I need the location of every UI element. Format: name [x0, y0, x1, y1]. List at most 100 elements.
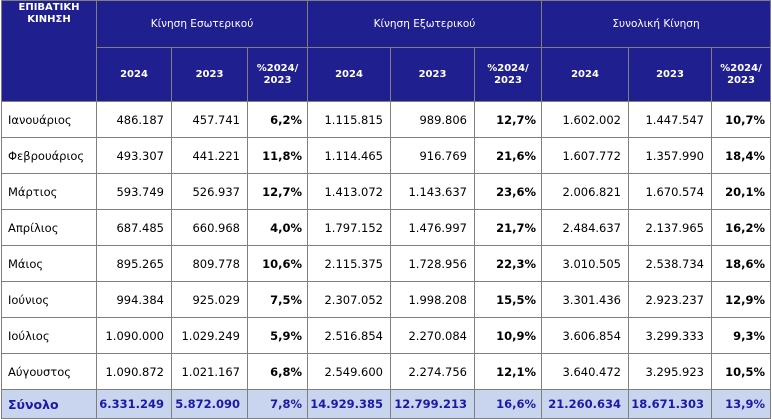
totals-label: Σύνολο	[1, 389, 97, 419]
international-2024-cell: 1.115.815	[307, 101, 391, 138]
total-2023-cell: 1.447.547	[628, 101, 712, 138]
total-2023-cell: 3.295.923	[628, 353, 712, 390]
total-2024-cell: 2.006.821	[541, 173, 629, 210]
domestic-2023-cell: 809.778	[171, 245, 248, 282]
total-2024-cell: 3.640.472	[541, 353, 629, 390]
international-pct-cell: 21,7%	[474, 209, 542, 246]
month-cell: Αύγουστος	[1, 353, 97, 390]
international-2023-cell: 1.476.997	[390, 209, 475, 246]
total-2024-cell: 3.606.854	[541, 317, 629, 354]
total-pct-cell: 10,5%	[711, 353, 771, 390]
total-2024-cell: 3.010.505	[541, 245, 629, 282]
domestic-pct-cell: 6,8%	[247, 353, 308, 390]
table-row: Μάρτιος 593.749 526.937 12,7% 1.413.072 1.143…	[1, 173, 771, 210]
international-2024-cell: 1.797.152	[307, 209, 391, 246]
international-pct-cell: 12,7%	[474, 101, 542, 138]
domestic-pct-cell: 11,8%	[247, 137, 308, 174]
international-2023-cell: 2.274.756	[390, 353, 475, 390]
domestic-2024-cell: 486.187	[96, 101, 172, 138]
domestic-2024-cell: 593.749	[96, 173, 172, 210]
domestic-pct-cell: 12,7%	[247, 173, 308, 210]
domestic-2023-cell: 457.741	[171, 101, 248, 138]
domestic-2023-cell: 1.021.167	[171, 353, 248, 390]
corner-header: ΕΠΙΒΑΤΙΚΗ ΚΙΝΗΣΗ	[1, 0, 97, 102]
total-2024-cell: 3.301.436	[541, 281, 629, 318]
international-year-previous: 2023	[390, 47, 475, 102]
domestic-2023-cell: 1.029.249	[171, 317, 248, 354]
international-pct-cell: 21,6%	[474, 137, 542, 174]
total-2024-cell: 1.607.772	[541, 137, 629, 174]
total-2023-cell: 3.299.333	[628, 317, 712, 354]
international-pct-cell: 22,3%	[474, 245, 542, 282]
month-cell: Ιανουάριος	[1, 101, 97, 138]
domestic-pct-cell: 4,0%	[247, 209, 308, 246]
domestic-2024-cell: 687.485	[96, 209, 172, 246]
table-row: Ιανουάριος 486.187 457.741 6,2% 1.115.815 989…	[1, 101, 771, 138]
table-row: Ιούλιος 1.090.000 1.029.249 5,9% 2.516.854 2.…	[1, 317, 771, 354]
total-2023-cell: 2.923.237	[628, 281, 712, 318]
domestic-2024-cell: 895.265	[96, 245, 172, 282]
month-cell: Ιούνιος	[1, 281, 97, 318]
totals-total-2024: 21.260.634	[541, 389, 629, 419]
domestic-2024-cell: 1.090.000	[96, 317, 172, 354]
total-year-current: 2024	[541, 47, 629, 102]
domestic-pct-cell: 6,2%	[247, 101, 308, 138]
international-pct-cell: 15,5%	[474, 281, 542, 318]
month-cell: Μάρτιος	[1, 173, 97, 210]
international-2024-cell: 2.549.600	[307, 353, 391, 390]
total-year-previous: 2023	[628, 47, 712, 102]
totals-international-pct: 16,6%	[474, 389, 542, 419]
domestic-year-current: 2024	[96, 47, 172, 102]
subheader-row: 2024 2023 %2024/2023 2024 2023 %2024/202…	[2, 47, 771, 102]
total-pct-header: %2024/2023	[711, 47, 771, 102]
total-2023-cell: 1.670.574	[628, 173, 712, 210]
international-2023-cell: 989.806	[390, 101, 475, 138]
domestic-2023-cell: 925.029	[171, 281, 248, 318]
totals-domestic-2024: 6.331.249	[96, 389, 172, 419]
international-pct-header: %2024/2023	[474, 47, 542, 102]
totals-row: Σύνολο 6.331.249 5.872.090 7,8% 14.929.3…	[1, 389, 771, 419]
table-row: Φεβρουάριος 493.307 441.221 11,8% 1.114.465 9…	[1, 137, 771, 174]
table-body: Ιανουάριος 486.187 457.741 6,2% 1.115.815 989…	[1, 101, 771, 390]
month-cell: Ιούλιος	[1, 317, 97, 354]
domestic-pct-cell: 7,5%	[247, 281, 308, 318]
domestic-2023-cell: 660.968	[171, 209, 248, 246]
international-2024-cell: 2.307.052	[307, 281, 391, 318]
totals-international-2023: 12.799.213	[390, 389, 475, 419]
table-row: Απρίλιος 687.485 660.968 4,0% 1.797.152 1.476…	[1, 209, 771, 246]
domestic-group-header: Κίνηση Εσωτερικού	[96, 0, 308, 48]
table-row: Μάιος 895.265 809.778 10,6% 2.115.375 1.728.9…	[1, 245, 771, 282]
international-2023-cell: 1.998.208	[390, 281, 475, 318]
international-pct-cell: 10,9%	[474, 317, 542, 354]
month-cell: Φεβρουάριος	[1, 137, 97, 174]
international-2024-cell: 1.413.072	[307, 173, 391, 210]
table-row: Ιούνιος 994.384 925.029 7,5% 2.307.052 1.998.…	[1, 281, 771, 318]
total-pct-cell: 18,4%	[711, 137, 771, 174]
total-2023-cell: 2.137.965	[628, 209, 712, 246]
international-group-header: Κίνηση Εξωτερικού	[307, 0, 542, 48]
international-2023-cell: 1.143.637	[390, 173, 475, 210]
domestic-pct-header: %2024/2023	[247, 47, 308, 102]
international-pct-cell: 12,1%	[474, 353, 542, 390]
total-pct-cell: 20,1%	[711, 173, 771, 210]
domestic-2023-cell: 441.221	[171, 137, 248, 174]
international-2024-cell: 2.516.854	[307, 317, 391, 354]
totals-domestic-2023: 5.872.090	[171, 389, 248, 419]
total-pct-cell: 10,7%	[711, 101, 771, 138]
domestic-2024-cell: 994.384	[96, 281, 172, 318]
total-pct-cell: 9,3%	[711, 317, 771, 354]
total-2024-cell: 1.602.002	[541, 101, 629, 138]
total-pct-cell: 18,6%	[711, 245, 771, 282]
total-2023-cell: 1.357.990	[628, 137, 712, 174]
international-2023-cell: 1.728.956	[390, 245, 475, 282]
domestic-pct-cell: 5,9%	[247, 317, 308, 354]
domestic-2024-cell: 493.307	[96, 137, 172, 174]
total-pct-cell: 16,2%	[711, 209, 771, 246]
international-2024-cell: 2.115.375	[307, 245, 391, 282]
domestic-pct-cell: 10,6%	[247, 245, 308, 282]
month-cell: Απρίλιος	[1, 209, 97, 246]
domestic-2024-cell: 1.090.872	[96, 353, 172, 390]
total-group-header: Συνολική Κίνηση	[541, 0, 771, 48]
totals-total-2023: 18.671.303	[628, 389, 712, 419]
